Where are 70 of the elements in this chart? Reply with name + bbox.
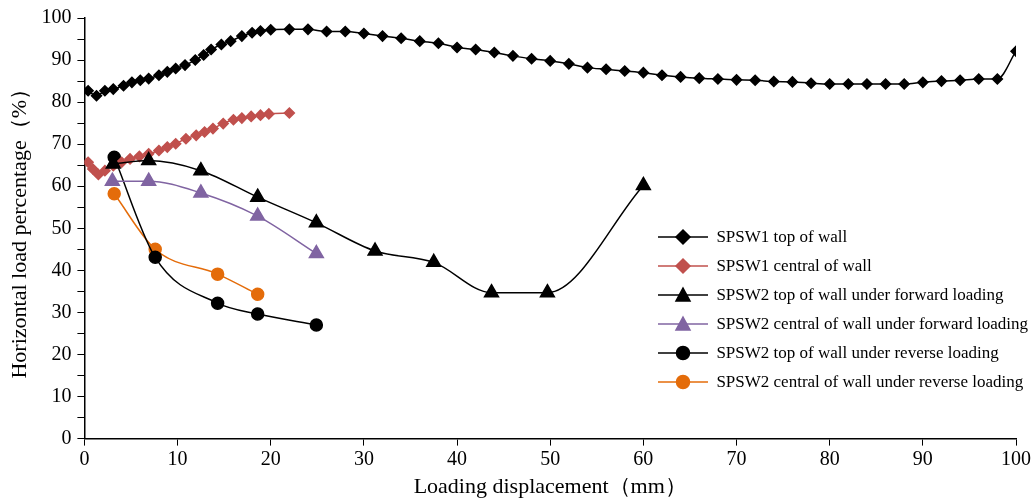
legend-label: SPSW2 central of wall under forward loading (716, 313, 1028, 334)
point (635, 176, 652, 191)
x-tick-label: 70 (726, 446, 747, 469)
point (99, 164, 111, 177)
x-tick-label: 60 (633, 446, 654, 469)
point (308, 214, 325, 228)
point (207, 122, 219, 135)
y-tick-label: 70 (51, 131, 72, 154)
y-tick-label: 100 (41, 5, 72, 28)
y-tick-label: 50 (51, 215, 72, 238)
x-tick-label: 40 (447, 446, 468, 469)
x-tick-label: 50 (540, 446, 561, 469)
x-tick-label: 100 (1001, 446, 1031, 469)
point (198, 126, 211, 138)
point (254, 109, 267, 121)
legend-label: SPSW2 top of wall under reverse loading (716, 342, 999, 363)
point (227, 114, 240, 126)
y-tick-label: 60 (51, 173, 72, 196)
point (161, 141, 174, 153)
point (141, 172, 157, 186)
point (309, 318, 324, 332)
y-tick-label: 20 (51, 341, 72, 364)
x-tick-label: 20 (260, 446, 281, 469)
point (250, 287, 265, 302)
point (104, 172, 121, 186)
point (193, 184, 209, 198)
point (210, 267, 225, 281)
point (217, 117, 229, 130)
legend-label: SPSW2 central of wall under reverse loading (716, 371, 1024, 392)
point (483, 283, 500, 298)
legend-label: SPSW1 top of wall (716, 226, 848, 247)
point (245, 110, 257, 123)
point (133, 150, 146, 163)
point (250, 307, 265, 321)
point (148, 250, 162, 265)
point (169, 138, 182, 150)
x-tick-label: 30 (353, 446, 374, 469)
point (263, 108, 275, 120)
y-tick-label: 40 (51, 257, 72, 280)
x-tick-label: 80 (819, 446, 840, 469)
point (539, 283, 556, 298)
y-tick-label: 30 (51, 299, 72, 322)
x-axis-title: Loading displacement（mm） (413, 472, 687, 498)
legend-label: SPSW1 central of wall (716, 255, 872, 276)
y-tick-label: 80 (51, 89, 72, 112)
y-tick-label: 10 (51, 383, 72, 406)
legend-label: SPSW2 top of wall under forward loading (716, 284, 1004, 305)
point (250, 188, 266, 202)
point (153, 144, 165, 157)
point (87, 163, 99, 175)
y-tick-label: 0 (61, 425, 72, 448)
x-tick-label: 90 (912, 446, 933, 469)
point (210, 296, 225, 310)
point (367, 242, 383, 256)
point (426, 253, 442, 268)
point (308, 244, 325, 259)
point (84, 156, 94, 169)
point (283, 107, 296, 119)
point (107, 187, 121, 201)
x-tick-label: 0 (79, 446, 90, 469)
point (141, 151, 157, 166)
point (190, 129, 202, 142)
point (250, 207, 266, 221)
point (92, 168, 105, 181)
x-tick-label: 10 (167, 446, 188, 469)
y-axis-title: Horizontal load percentage（%） (5, 78, 31, 379)
point (236, 112, 248, 124)
y-tick-label: 90 (51, 47, 72, 70)
point (180, 132, 192, 145)
point (193, 161, 209, 176)
